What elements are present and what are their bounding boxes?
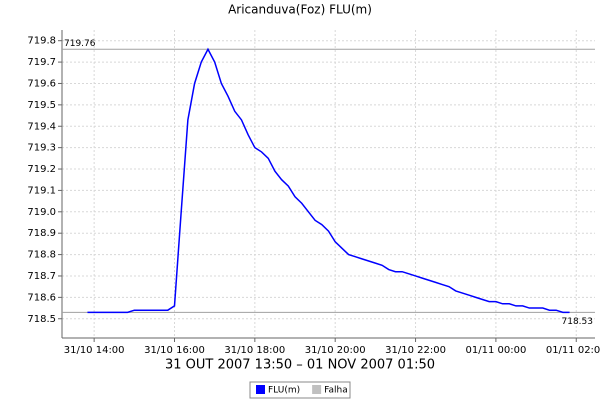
y-tick-label: 719.2 (27, 164, 56, 175)
y-tick-label: 719.7 (27, 57, 56, 68)
y-tick-label: 718.6 (27, 292, 56, 303)
y-tick-label: 719.3 (27, 143, 56, 154)
y-tick-label: 719.6 (27, 78, 56, 89)
legend-swatch (256, 385, 265, 394)
y-tick-label: 719.1 (27, 185, 56, 196)
y-tick-label: 719.4 (27, 121, 56, 132)
x-tick-label: 01/11 00:00 (465, 345, 526, 356)
legend-label: Falha (324, 386, 348, 396)
x-tick-label: 01/11 02:00 (546, 345, 600, 356)
legend-label: FLU(m) (268, 386, 300, 396)
legend-swatch (312, 385, 322, 394)
y-tick-label: 718.8 (27, 250, 56, 261)
marker-label: 718.53 (562, 317, 594, 327)
marker-label: 719.76 (64, 39, 96, 49)
y-tick-label: 719.0 (27, 207, 56, 218)
x-tick-label: 31/10 14:00 (64, 345, 125, 356)
x-axis-title: 31 OUT 2007 13:50 – 01 NOV 2007 01:50 (165, 358, 435, 373)
x-tick-label: 31/10 18:00 (224, 345, 285, 356)
data-line (87, 47, 570, 314)
x-tick-label: 31/10 20:00 (305, 345, 366, 356)
y-tick-label: 718.5 (27, 314, 56, 325)
legend-box (249, 381, 351, 399)
y-tick-label: 718.9 (27, 228, 56, 239)
x-tick-label: 31/10 22:00 (385, 345, 446, 356)
y-tick-label: 719.5 (27, 100, 56, 111)
chart-title: Aricanduva(Foz) FLU(m) (228, 3, 372, 17)
y-tick-label: 719.8 (27, 36, 56, 47)
y-tick-label: 718.7 (27, 271, 56, 282)
x-tick-label: 31/10 16:00 (144, 345, 205, 356)
